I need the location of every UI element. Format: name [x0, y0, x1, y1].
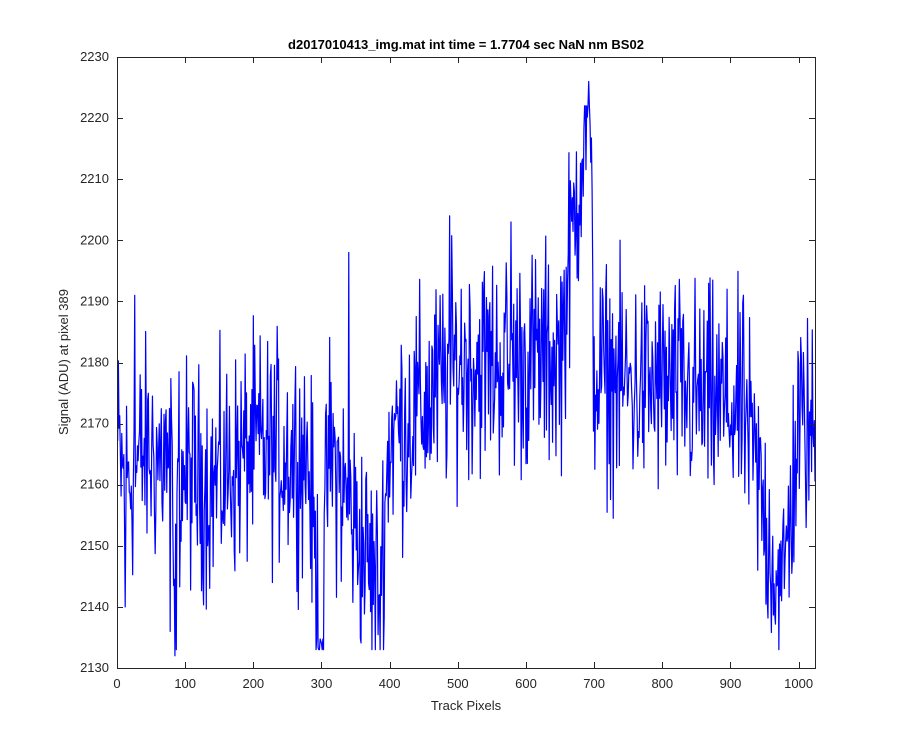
y-tick-label: 2170 — [80, 416, 109, 431]
x-tick-label: 1000 — [784, 676, 813, 691]
series-line — [117, 80, 816, 657]
x-tick-label: 700 — [583, 676, 605, 691]
y-tick-label: 2180 — [80, 355, 109, 370]
x-tick-label: 900 — [720, 676, 742, 691]
x-axis: 0 100 200 300 400 500 600 700 800 900 1000 — [113, 57, 813, 691]
y-axis-label: Signal (ADU) at pixel 389 — [56, 289, 71, 435]
y-tick-label: 2190 — [80, 293, 109, 308]
x-axis-label: Track Pixels — [431, 698, 502, 713]
chart-title: d2017010413_img.mat int time = 1.7704 se… — [288, 37, 644, 52]
y-tick-label: 2210 — [80, 171, 109, 186]
x-tick-label: 800 — [651, 676, 673, 691]
x-tick-label: 300 — [311, 676, 333, 691]
x-tick-label: 200 — [242, 676, 264, 691]
x-tick-label: 600 — [515, 676, 537, 691]
y-tick-label: 2160 — [80, 477, 109, 492]
y-tick-label: 2220 — [80, 110, 109, 125]
x-tick-label: 100 — [174, 676, 196, 691]
x-tick-label: 500 — [447, 676, 469, 691]
y-tick-label: 2130 — [80, 660, 109, 675]
y-tick-label: 2150 — [80, 538, 109, 553]
y-axis: 2130 2140 2150 2160 2170 2180 2190 2200 2210 2220… — [80, 49, 815, 675]
series-layer — [117, 80, 816, 657]
axes-box — [117, 57, 816, 669]
y-tick-label: 2140 — [80, 599, 109, 614]
x-tick-label: 400 — [379, 676, 401, 691]
x-tick-label: 0 — [113, 676, 120, 691]
y-tick-label: 2230 — [80, 49, 109, 64]
y-tick-label: 2200 — [80, 232, 109, 247]
